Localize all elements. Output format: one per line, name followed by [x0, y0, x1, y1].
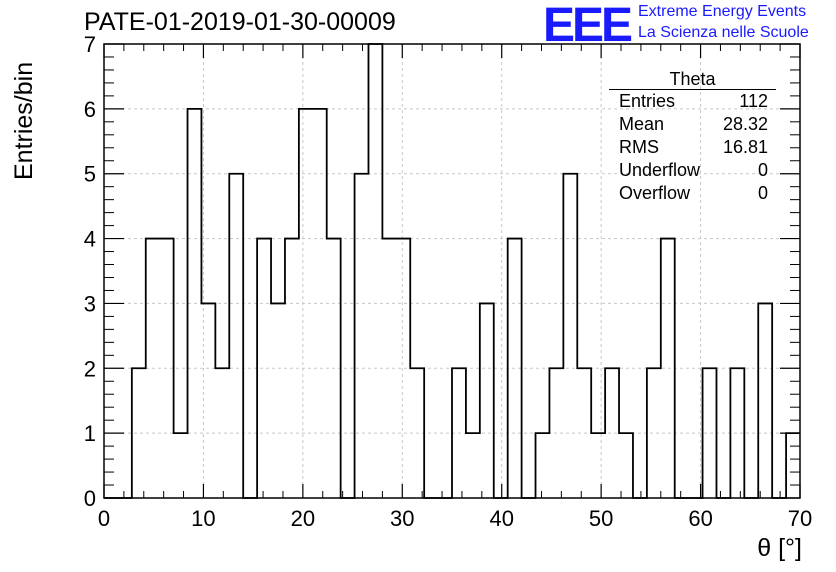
- x-tick-label: 50: [589, 506, 613, 531]
- plot-frame: [103, 43, 801, 499]
- stats-value: 112: [739, 91, 768, 111]
- y-tick-label: 0: [84, 486, 96, 511]
- stats-label: Overflow: [619, 183, 691, 203]
- stats-title: Theta: [609, 70, 776, 90]
- stats-row: Underflow 0: [609, 159, 776, 182]
- chart-title: PATE-01-2019-01-30-00009: [84, 8, 396, 36]
- stats-value: 28.32: [722, 114, 768, 134]
- x-tick-label: 10: [191, 506, 215, 531]
- eee-logo: EEE: [543, 0, 633, 53]
- stats-label: Entries: [619, 91, 676, 111]
- x-axis-label: θ [°]: [757, 534, 802, 562]
- y-axis-label-text: Entries/bin: [10, 61, 38, 180]
- x-tick-label: 70: [788, 506, 812, 531]
- stats-value: 16.81: [722, 137, 768, 157]
- stats-row: Mean 28.32: [609, 113, 776, 136]
- y-tick-label: 3: [84, 291, 96, 316]
- stats-label: Underflow: [619, 160, 701, 180]
- y-tick-label: 2: [84, 356, 96, 381]
- x-tick-label: 30: [390, 506, 414, 531]
- stats-value: 0: [757, 183, 768, 203]
- stats-label: RMS: [619, 137, 659, 157]
- x-tick-label: 0: [98, 506, 110, 531]
- stats-row: RMS 16.81: [609, 136, 776, 159]
- logo-line-2: La Scienza nelle Scuole: [638, 24, 809, 41]
- y-tick-label: 5: [84, 162, 96, 187]
- stats-row: Overflow 0: [609, 182, 776, 205]
- y-tick-label: 6: [84, 97, 96, 122]
- logo-mark: EEE: [543, 0, 633, 52]
- x-tick-label: 60: [688, 506, 712, 531]
- logo-line-1: Extreme Energy Events: [638, 3, 807, 20]
- x-tick-label: 20: [291, 506, 315, 531]
- stats-row: Entries 112: [609, 90, 776, 113]
- y-tick-label: 4: [84, 227, 96, 252]
- stats-box: Theta Entries 112 Mean 28.32 RMS 16.81 U…: [609, 70, 776, 205]
- y-tick-label: 7: [84, 32, 96, 57]
- stats-label: Mean: [619, 114, 665, 134]
- x-tick-label: 40: [489, 506, 513, 531]
- y-tick-label: 1: [84, 421, 96, 446]
- stats-value: 0: [757, 160, 768, 180]
